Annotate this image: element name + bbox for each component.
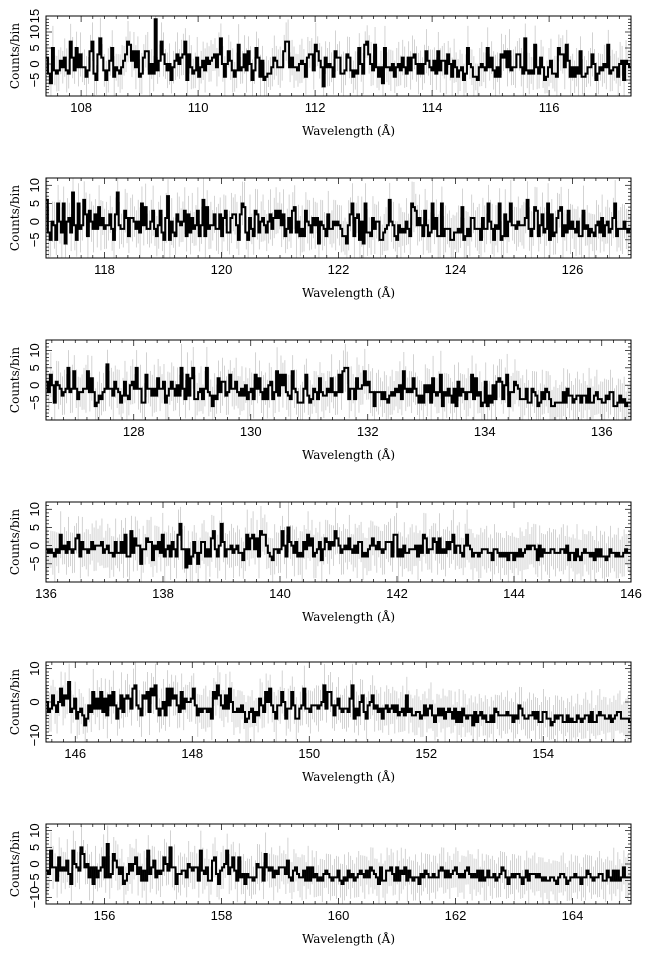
panel-4-plot-area — [46, 502, 631, 582]
y-tick-label: 0 — [27, 382, 42, 389]
x-tick-label: 148 — [181, 746, 203, 761]
panel-5-plot-area — [46, 662, 631, 742]
panel-6-plot-area — [46, 825, 631, 904]
x-axis-title: Wavelength (Å) — [302, 769, 395, 784]
x-tick-label: 146 — [64, 746, 86, 761]
x-axis-title: Wavelength (Å) — [302, 447, 395, 462]
x-tick-label: 118 — [94, 262, 115, 277]
y-tick-label: 10 — [27, 502, 42, 516]
x-axis-title: Wavelength (Å) — [302, 285, 395, 300]
x-tick-label: 120 — [211, 262, 233, 277]
spectrum-panel-3: 128 130 132 134 136 −5 0 5 10 Wavelength (Å) Count… — [8, 339, 632, 462]
spectrum-histogram-line — [46, 363, 631, 408]
x-tick-label: 138 — [152, 586, 174, 601]
x-axis-title: Wavelength (Å) — [302, 931, 395, 946]
y-tick-label: −5 — [27, 73, 42, 88]
y-axis-title: Counts/bin — [8, 185, 22, 251]
y-tick-label: −5 — [27, 232, 42, 247]
panel-2-plot-area — [46, 178, 631, 258]
y-tick-label: 0 — [27, 60, 42, 67]
x-tick-label: 132 — [357, 424, 379, 439]
spectrum-histogram-line — [46, 191, 631, 245]
y-tick-label: 10 — [27, 343, 42, 357]
y-tick-label: 10 — [27, 823, 42, 837]
y-tick-label: −5 — [27, 873, 42, 888]
spectrum-histogram-line — [46, 18, 631, 88]
x-tick-label: 162 — [445, 908, 467, 923]
y-tick-label: 0 — [27, 542, 42, 549]
y-axis-title: Counts/bin — [8, 347, 22, 413]
x-tick-label: 134 — [474, 424, 496, 439]
x-tick-label: 164 — [562, 908, 584, 923]
panel-1-plot-area — [46, 16, 631, 96]
y-tick-label: 5 — [27, 844, 42, 851]
x-tick-label: 142 — [386, 586, 408, 601]
x-tick-label: 150 — [298, 746, 320, 761]
y-tick-label: 5 — [27, 44, 42, 51]
spectrum-panel-1: 108 110 112 114 116 −5 0 5 10 15 Wavelength (Å) Cou… — [8, 9, 632, 138]
y-tick-label: 10 — [27, 178, 42, 192]
y-tick-label: 0 — [27, 698, 42, 705]
x-tick-label: 114 — [422, 100, 443, 115]
x-tick-label: 126 — [562, 262, 584, 277]
x-tick-label: 112 — [305, 100, 326, 115]
y-tick-label: −5 — [27, 395, 42, 410]
x-tick-label: 158 — [211, 908, 233, 923]
x-tick-label: 130 — [240, 424, 262, 439]
x-tick-label: 124 — [445, 262, 467, 277]
x-tick-label: 144 — [503, 586, 525, 601]
y-tick-label: 5 — [27, 524, 42, 531]
y-tick-label: 15 — [27, 9, 42, 23]
x-tick-label: 108 — [70, 100, 92, 115]
y-axis-title: Counts/bin — [8, 23, 22, 89]
x-axis-title: Wavelength (Å) — [302, 609, 395, 624]
x-tick-label: 128 — [123, 424, 145, 439]
y-tick-label: 5 — [27, 200, 42, 207]
y-axis-title: Counts/bin — [8, 509, 22, 575]
y-axis-title: Counts/bin — [8, 669, 22, 735]
x-tick-label: 136 — [591, 424, 613, 439]
x-tick-label: 110 — [188, 100, 209, 115]
x-tick-label: 154 — [532, 746, 554, 761]
y-tick-label: −5 — [27, 556, 42, 571]
y-tick-label: 0 — [27, 860, 42, 867]
spectrum-histogram-line — [46, 681, 631, 727]
panel-frame — [45, 339, 632, 421]
x-tick-label: 146 — [620, 586, 642, 601]
y-tick-label: −10 — [27, 886, 42, 908]
x-tick-label: 140 — [269, 586, 291, 601]
y-tick-label: −10 — [27, 724, 42, 746]
panel-3-plot-area — [46, 343, 631, 420]
spectrum-panel-5: 146 148 150 152 154 −10 0 10 Wavelength (Å) Count… — [8, 661, 632, 784]
x-tick-label: 136 — [35, 586, 57, 601]
y-tick-label: 0 — [27, 218, 42, 225]
y-axis-title: Counts/bin — [8, 831, 22, 897]
x-tick-label: 152 — [415, 746, 437, 761]
spectrum-histogram-line — [46, 843, 631, 885]
y-tick-label: 10 — [27, 661, 42, 675]
x-tick-label: 160 — [328, 908, 350, 923]
spectrum-panel-4: 136 138 140 142 144 146 −5 0 5 10 Wavelength (Å) Co… — [8, 501, 642, 624]
y-tick-label: 5 — [27, 364, 42, 371]
x-tick-label: 156 — [94, 908, 116, 923]
spectrum-panel-2: 118 120 122 124 126 −5 0 5 10 Wavelength (Å) Count… — [8, 177, 632, 300]
spectrum-histogram-line — [46, 522, 631, 569]
x-tick-label: 122 — [328, 262, 350, 277]
spectrum-panel-6: 156 158 160 162 164 −10−5 0 5 10 Wavelength (Å) Co… — [8, 823, 632, 946]
x-tick-label: 116 — [539, 100, 560, 115]
y-tick-label: 10 — [27, 25, 42, 39]
x-axis-title: Wavelength (Å) — [302, 123, 395, 138]
